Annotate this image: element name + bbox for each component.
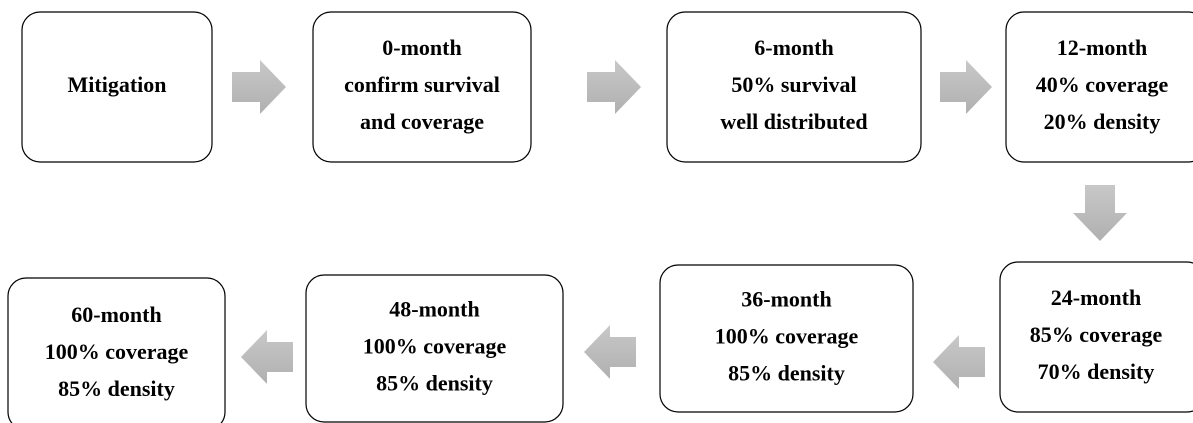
node-label: well distributed bbox=[720, 109, 867, 134]
node: 24-month 85% coverage 70% density bbox=[999, 261, 1193, 413]
arrow-right bbox=[232, 60, 286, 114]
node: 0-month confirm survival and coverage bbox=[312, 11, 532, 163]
arrow-down bbox=[1073, 185, 1127, 241]
node-label: 0-month bbox=[382, 35, 461, 60]
node-label: 12-month bbox=[1057, 35, 1147, 60]
node: Mitigation bbox=[21, 11, 213, 163]
node-box bbox=[305, 274, 564, 423]
arrow-left bbox=[933, 335, 985, 389]
node: 12-month 40% coverage 20% density bbox=[1005, 11, 1193, 163]
node-label: 48-month bbox=[389, 297, 479, 322]
node-label: 85% density bbox=[58, 376, 175, 401]
node-label: confirm survival bbox=[344, 72, 500, 97]
node-box bbox=[21, 11, 213, 163]
node-box bbox=[666, 11, 922, 163]
node-label: 70% density bbox=[1038, 359, 1155, 384]
arrow-left bbox=[584, 325, 636, 379]
node: 60-month 100% coverage 85% density bbox=[7, 277, 226, 423]
node: 36-month 100% coverage 85% density bbox=[659, 264, 914, 413]
node-box bbox=[312, 11, 532, 163]
arrows bbox=[232, 60, 1127, 389]
node-box bbox=[1005, 11, 1193, 163]
arrow-left bbox=[241, 330, 293, 384]
node-label: 100% coverage bbox=[363, 334, 507, 359]
node-label: 85% density bbox=[376, 371, 493, 396]
node-label: 36-month bbox=[741, 287, 831, 312]
node-label: 85% coverage bbox=[1030, 322, 1163, 347]
node-label: 40% coverage bbox=[1036, 72, 1169, 97]
node-label: 85% density bbox=[728, 361, 845, 386]
node-label: 6-month bbox=[754, 35, 833, 60]
node: 6-month 50% survival well distributed bbox=[666, 11, 922, 163]
node-label: 100% coverage bbox=[715, 324, 859, 349]
node-box bbox=[7, 277, 226, 423]
node-label: and coverage bbox=[360, 109, 484, 134]
node-label: 50% survival bbox=[731, 72, 856, 97]
node-label: 100% coverage bbox=[45, 339, 189, 364]
node-label: 60-month bbox=[71, 302, 161, 327]
node-box bbox=[659, 264, 914, 413]
node: 48-month 100% coverage 85% density bbox=[305, 274, 564, 423]
arrow-right bbox=[940, 60, 992, 114]
node-box bbox=[999, 261, 1193, 413]
node-label: Mitigation bbox=[68, 72, 167, 97]
arrow-right bbox=[587, 60, 641, 114]
node-label: 24-month bbox=[1051, 285, 1141, 310]
node-label: 20% density bbox=[1044, 109, 1161, 134]
